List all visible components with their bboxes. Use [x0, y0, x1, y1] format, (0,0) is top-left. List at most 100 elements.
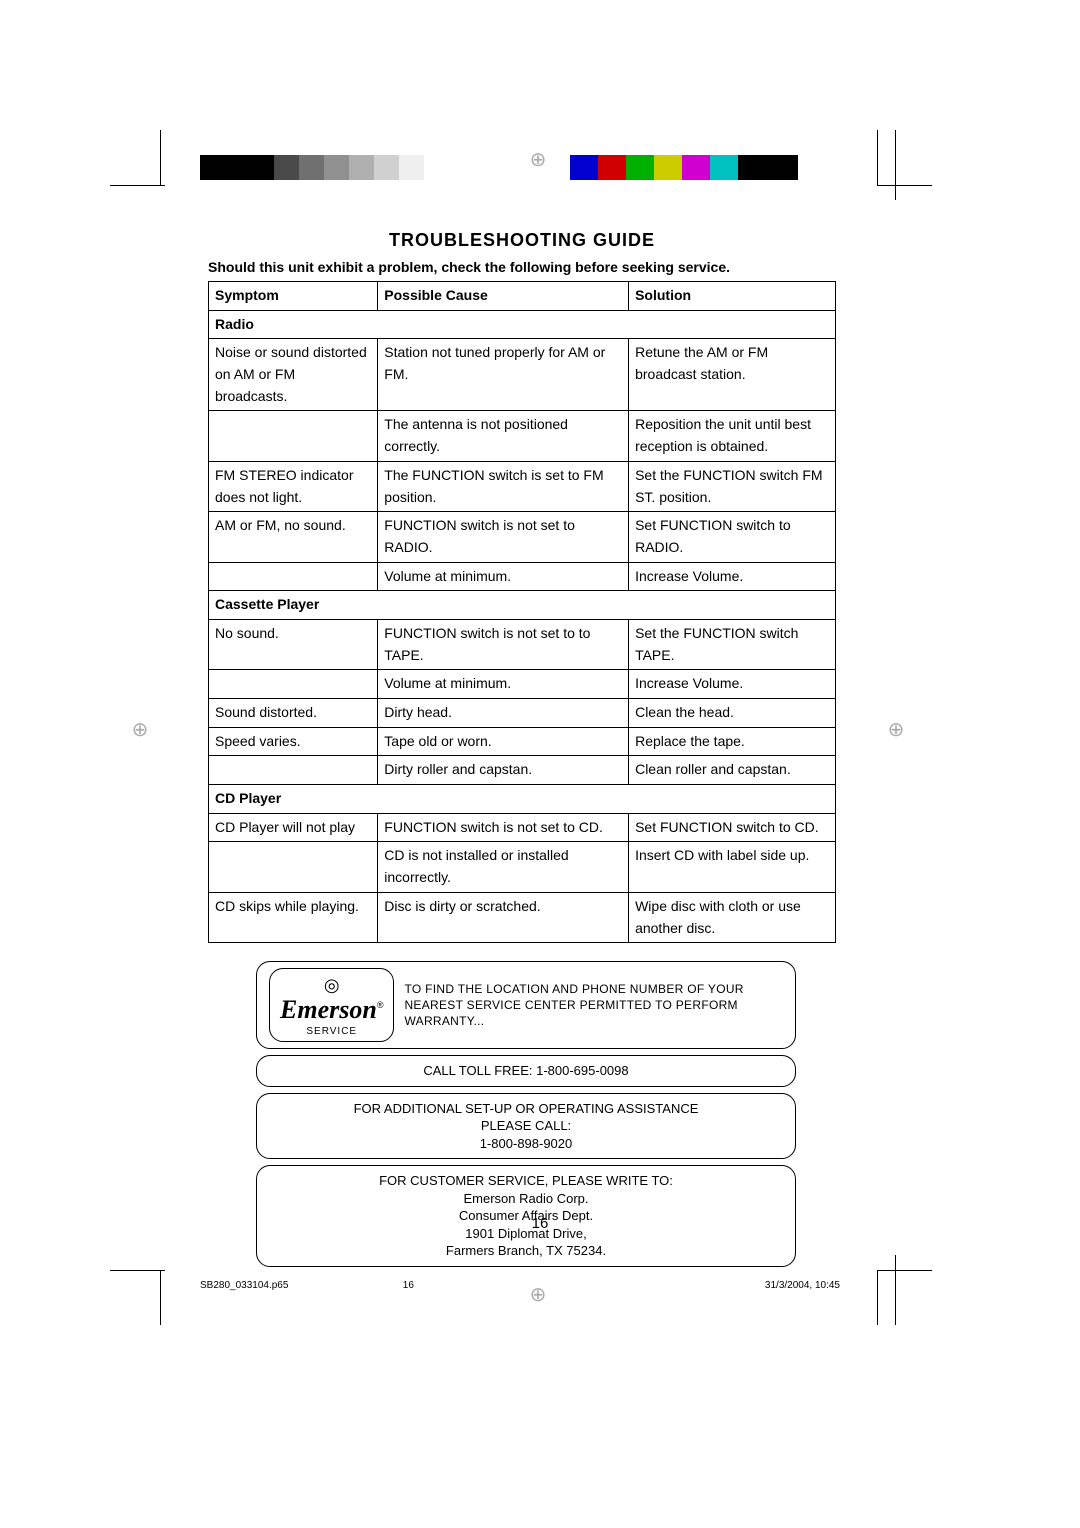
cs-line-5: Farmers Branch, TX 75234. [446, 1243, 606, 1258]
cell-cause: Volume at minimum. [378, 562, 629, 591]
swatch [654, 155, 682, 180]
troubleshooting-table: SymptomPossible CauseSolutionRadioNoise … [208, 281, 836, 943]
section-header: Cassette Player [209, 591, 836, 620]
service-location-box: ◎ Emerson® SERVICE TO FIND THE LOCATION … [256, 961, 796, 1049]
cropmark [895, 130, 896, 200]
cropmark [877, 130, 878, 185]
colorbar-color [570, 155, 798, 180]
table-row: CD Player will not playFUNCTION switch i… [209, 813, 836, 842]
assist-line-2: PLEASE CALL: [481, 1118, 571, 1133]
registration-mark-icon: ⊕ [528, 150, 548, 170]
table-row: Radio [209, 310, 836, 339]
cell-solution: Wipe disc with cloth or use another disc… [629, 892, 836, 942]
table-row: Cassette Player [209, 591, 836, 620]
table-row: Volume at minimum.Increase Volume. [209, 562, 836, 591]
cell-cause: Dirty roller and capstan. [378, 756, 629, 785]
swatch [738, 155, 798, 180]
table-row: Noise or sound distorted on AM or FM bro… [209, 339, 836, 411]
cropmark [877, 185, 932, 186]
cropmark [110, 185, 165, 186]
cropmark [160, 130, 161, 185]
cell-cause: FUNCTION switch is not set to CD. [378, 813, 629, 842]
cell-solution: Set the FUNCTION switch TAPE. [629, 619, 836, 669]
cell-symptom [209, 670, 378, 699]
page-number: 16 [0, 1215, 1080, 1232]
cs-line-2: Emerson Radio Corp. [464, 1191, 589, 1206]
table-row: CD skips while playing.Disc is dirty or … [209, 892, 836, 942]
cell-symptom [209, 562, 378, 591]
registration-mark-icon: ⊕ [886, 720, 906, 740]
header-solution: Solution [629, 282, 836, 311]
content-area: TROUBLESHOOTING GUIDE Should this unit e… [208, 230, 836, 1273]
cell-symptom: Noise or sound distorted on AM or FM bro… [209, 339, 378, 411]
swatch [570, 155, 598, 180]
cell-cause: Volume at minimum. [378, 670, 629, 699]
cell-cause: Dirty head. [378, 699, 629, 728]
swatch [710, 155, 738, 180]
swatch [598, 155, 626, 180]
cell-solution: Insert CD with label side up. [629, 842, 836, 892]
cell-symptom: CD skips while playing. [209, 892, 378, 942]
table-row: CD Player [209, 785, 836, 814]
footer-meta: SB280_033104.p65 16 31/3/2004, 10:45 [200, 1280, 840, 1291]
header-cause: Possible Cause [378, 282, 629, 311]
page-title: TROUBLESHOOTING GUIDE [208, 230, 836, 251]
toll-free-text: CALL TOLL FREE: 1-800-695-0098 [423, 1063, 628, 1078]
swatch [399, 155, 424, 180]
cs-line-1: FOR CUSTOMER SERVICE, PLEASE WRITE TO: [379, 1173, 673, 1188]
section-header: CD Player [209, 785, 836, 814]
header-symptom: Symptom [209, 282, 378, 311]
table-row: The antenna is not positioned correctly.… [209, 411, 836, 461]
cropmark [160, 1270, 161, 1325]
swatch [374, 155, 399, 180]
table-row: Dirty roller and capstan.Clean roller an… [209, 756, 836, 785]
cell-solution: Clean the head. [629, 699, 836, 728]
assist-line-1: FOR ADDITIONAL SET-UP OR OPERATING ASSIS… [354, 1101, 699, 1116]
cell-symptom [209, 842, 378, 892]
cropmark [877, 1270, 878, 1325]
brand-name: Emerson [280, 995, 377, 1024]
table-row: Speed varies.Tape old or worn.Replace th… [209, 727, 836, 756]
cell-cause: Disc is dirty or scratched. [378, 892, 629, 942]
footer-filename: SB280_033104.p65 [200, 1280, 400, 1291]
assist-phone: 1-800-898-9020 [480, 1136, 573, 1151]
cell-solution: Reposition the unit until best reception… [629, 411, 836, 461]
table-row: CD is not installed or installed incorre… [209, 842, 836, 892]
cell-cause: The antenna is not positioned correctly. [378, 411, 629, 461]
cell-symptom [209, 756, 378, 785]
cell-cause: Tape old or worn. [378, 727, 629, 756]
cell-solution: Increase Volume. [629, 670, 836, 699]
emerson-logo: ◎ Emerson® SERVICE [269, 968, 394, 1042]
cell-symptom: Speed varies. [209, 727, 378, 756]
cell-cause: FUNCTION switch is not set to RADIO. [378, 512, 629, 562]
service-find-text: TO FIND THE LOCATION AND PHONE NUMBER OF… [404, 981, 783, 1030]
footer-date: 31/3/2004, 10:45 [765, 1280, 840, 1291]
cell-solution: Set FUNCTION switch to CD. [629, 813, 836, 842]
cell-solution: Set the FUNCTION switch FM ST. position. [629, 461, 836, 511]
cell-solution: Increase Volume. [629, 562, 836, 591]
colorbar-grayscale [200, 155, 424, 180]
cell-solution: Retune the AM or FM broadcast station. [629, 339, 836, 411]
page: ⊕ ⊕ ⊕ ⊕ TROUBLESHOOTING GUIDE Should thi… [0, 0, 1080, 1528]
cropmark [895, 1255, 896, 1325]
assistance-box: FOR ADDITIONAL SET-UP OR OPERATING ASSIS… [256, 1093, 796, 1160]
cell-symptom [209, 411, 378, 461]
cell-symptom: Sound distorted. [209, 699, 378, 728]
cell-cause: CD is not installed or installed incorre… [378, 842, 629, 892]
registration-mark-icon: ⊕ [130, 720, 150, 740]
cell-symptom: AM or FM, no sound. [209, 512, 378, 562]
cropmark [877, 1270, 932, 1271]
table-row: Sound distorted.Dirty head.Clean the hea… [209, 699, 836, 728]
cell-cause: Station not tuned properly for AM or FM. [378, 339, 629, 411]
swatch [274, 155, 299, 180]
table-row: Volume at minimum.Increase Volume. [209, 670, 836, 699]
footer-page: 16 [403, 1280, 543, 1291]
table-row: AM or FM, no sound.FUNCTION switch is no… [209, 512, 836, 562]
swatch [349, 155, 374, 180]
cell-cause: The FUNCTION switch is set to FM positio… [378, 461, 629, 511]
page-subtitle: Should this unit exhibit a problem, chec… [208, 259, 836, 275]
cell-symptom: CD Player will not play [209, 813, 378, 842]
cell-symptom: FM STEREO indicator does not light. [209, 461, 378, 511]
swatch [200, 155, 274, 180]
service-label: SERVICE [280, 1025, 383, 1039]
